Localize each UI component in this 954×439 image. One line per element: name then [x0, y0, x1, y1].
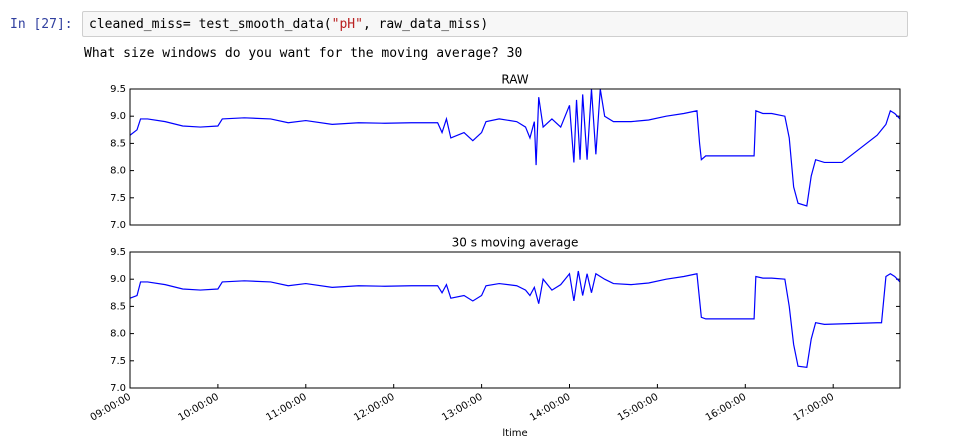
x-tick-label: 12:00:00 — [352, 392, 396, 424]
y-tick-label: 9.0 — [110, 111, 126, 122]
chart-title: RAW — [501, 73, 528, 87]
chart-title: 30 s moving average — [452, 236, 579, 250]
x-tick-label: 15:00:00 — [616, 392, 660, 424]
y-tick-label: 8.0 — [110, 166, 126, 177]
y-tick-label: 7.5 — [110, 193, 126, 204]
y-tick-label: 8.0 — [110, 329, 126, 340]
x-tick-label: 11:00:00 — [264, 392, 308, 424]
x-tick-label: 14:00:00 — [528, 392, 572, 424]
x-tick-label: 10:00:00 — [176, 392, 220, 424]
y-tick-label: 7.0 — [110, 383, 126, 394]
x-tick-label: 09:00:00 — [89, 392, 133, 424]
code-cell[interactable]: cleaned_miss= test_smooth_data("pH", raw… — [82, 11, 908, 37]
plot-frame — [129, 88, 901, 226]
x-tick-label: 17:00:00 — [792, 392, 836, 424]
y-tick-label: 9.5 — [110, 84, 126, 95]
plot-frame — [129, 251, 901, 389]
code-token: "pH" — [331, 17, 363, 32]
data-line — [129, 88, 901, 207]
y-tick-label: 7.5 — [110, 356, 126, 367]
x-tick-label: 16:00:00 — [704, 392, 748, 424]
y-tick-label: 7.0 — [110, 220, 126, 231]
y-tick-label: 8.5 — [110, 301, 126, 312]
x-tick-label: 13:00:00 — [440, 392, 484, 424]
data-line — [129, 270, 901, 368]
y-tick-label: 8.5 — [110, 138, 126, 149]
y-tick-label: 9.0 — [110, 274, 126, 285]
y-tick-label: 9.5 — [110, 247, 126, 258]
x-axis-label: ltime — [502, 428, 527, 439]
code-token: , raw_data_miss) — [362, 17, 489, 32]
code-token: cleaned_miss= test_smooth_data( — [89, 17, 332, 32]
cell-prompt: In [27]: — [10, 17, 73, 32]
cell-output: What size windows do you want for the mo… — [84, 46, 523, 61]
